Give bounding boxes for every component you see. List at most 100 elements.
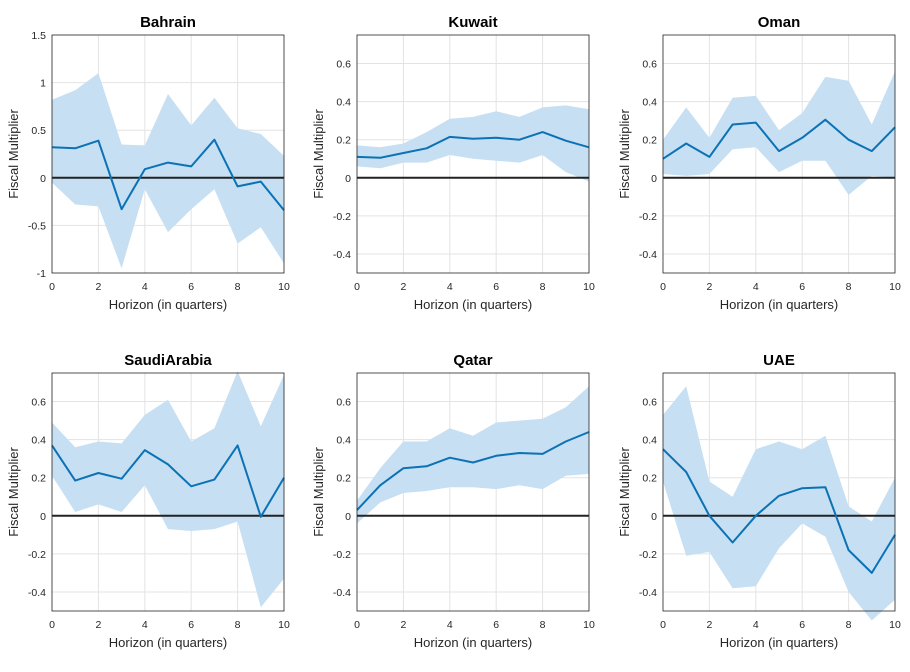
y-tick-label: 0 <box>40 173 46 185</box>
x-tick-label: 0 <box>354 281 360 293</box>
chart-title: Qatar <box>453 352 492 369</box>
panel-kuwait: 0 2 4 6 8 10 -0.4 -0.2 0 0.2 0.4 0.6 Kuwait Horizon (… <box>311 14 595 312</box>
x-tick-label: 4 <box>142 619 148 631</box>
x-tick-label: 8 <box>235 619 241 631</box>
x-tick-label: 10 <box>889 619 901 631</box>
x-axis-label: Horizon (in quarters) <box>414 297 533 312</box>
confidence-band <box>52 371 284 608</box>
y-tick-label: -0.2 <box>333 211 351 223</box>
y-tick-label: 0.2 <box>336 135 351 147</box>
x-tick-label: 10 <box>278 281 290 293</box>
y-tick-label: 0.6 <box>31 397 46 409</box>
x-tick-label: 4 <box>753 281 759 293</box>
y-tick-label: 0 <box>651 173 657 185</box>
y-axis-label: Fiscal Multiplier <box>6 447 21 537</box>
x-axis-label: Horizon (in quarters) <box>720 297 839 312</box>
x-tick-label: 8 <box>540 619 546 631</box>
series-line <box>51 444 285 518</box>
y-tick-label: -1 <box>37 268 46 280</box>
y-tick-label: 0.5 <box>31 125 46 137</box>
x-tick-label: 6 <box>188 619 194 631</box>
y-axis-label: Fiscal Multiplier <box>311 447 326 537</box>
x-tick-label: 2 <box>706 281 712 293</box>
y-axis-label: Fiscal Multiplier <box>311 109 326 199</box>
y-tick-label: 0.2 <box>642 473 657 485</box>
y-tick-label: 0.2 <box>336 473 351 485</box>
y-tick-label: -0.2 <box>639 549 657 561</box>
x-tick-label: 6 <box>799 281 805 293</box>
chart-title: SaudiArabia <box>124 352 212 369</box>
y-tick-label: -0.4 <box>333 587 351 599</box>
y-tick-label: -0.4 <box>639 587 657 599</box>
series-line <box>356 131 590 159</box>
x-axis-label: Horizon (in quarters) <box>109 297 228 312</box>
confidence-band <box>663 386 895 621</box>
y-tick-label: 0.6 <box>642 397 657 409</box>
x-tick-label: 6 <box>493 281 499 293</box>
series-line <box>356 431 590 511</box>
x-axis-label: Horizon (in quarters) <box>109 635 228 650</box>
y-tick-label: 0.2 <box>642 135 657 147</box>
y-tick-label: 0.4 <box>336 97 351 109</box>
y-axis-label: Fiscal Multiplier <box>6 109 21 199</box>
x-tick-label: 2 <box>400 281 406 293</box>
y-tick-label: 0.6 <box>336 397 351 409</box>
panel-qatar: 0 2 4 6 8 10 -0.4 -0.2 0 0.2 0.4 0.6 Qatar Horizon (i… <box>311 352 595 650</box>
x-tick-label: 6 <box>188 281 194 293</box>
chart-title: Oman <box>758 14 801 31</box>
panel-uae: 0 2 4 6 8 10 -0.4 -0.2 0 0.2 0.4 0.6 UAE Horizon (in … <box>617 352 901 650</box>
x-tick-label: 4 <box>142 281 148 293</box>
x-tick-label: 2 <box>95 281 101 293</box>
y-tick-label: 0.4 <box>336 435 351 447</box>
x-tick-label: 8 <box>846 619 852 631</box>
series-line <box>51 138 285 211</box>
x-tick-label: 2 <box>400 619 406 631</box>
x-axis-label: Horizon (in quarters) <box>414 635 533 650</box>
x-tick-label: 8 <box>235 281 241 293</box>
y-tick-label: 0.6 <box>336 59 351 71</box>
y-tick-label: -0.2 <box>639 211 657 223</box>
panel-bahrain: 0 2 4 6 8 10 -1 -0.5 0 0.5 1 1.5 Bahrain Horizon (in … <box>6 14 290 312</box>
x-tick-label: 0 <box>49 619 55 631</box>
y-tick-label: 0 <box>345 511 351 523</box>
y-tick-label: -0.2 <box>333 549 351 561</box>
x-tick-label: 10 <box>278 619 290 631</box>
x-tick-label: 0 <box>660 619 666 631</box>
y-tick-label: 0 <box>40 511 46 523</box>
x-tick-label: 0 <box>660 281 666 293</box>
y-tick-label: 0.4 <box>31 435 46 447</box>
axes-frame <box>662 34 896 274</box>
x-tick-label: 0 <box>49 281 55 293</box>
x-tick-label: 4 <box>447 619 453 631</box>
x-tick-label: 10 <box>583 281 595 293</box>
confidence-band <box>357 386 589 524</box>
axes-frame <box>51 372 285 612</box>
y-tick-label: 0 <box>345 173 351 185</box>
y-tick-label: 0.2 <box>31 473 46 485</box>
axes-frame <box>51 34 285 274</box>
series-line <box>662 448 896 574</box>
y-tick-label: 1.5 <box>31 30 46 42</box>
y-tick-label: 1 <box>40 78 46 90</box>
confidence-band <box>663 71 895 195</box>
x-axis-label: Horizon (in quarters) <box>720 635 839 650</box>
x-tick-label: 2 <box>95 619 101 631</box>
y-tick-label: 0.4 <box>642 435 657 447</box>
y-axis-label: Fiscal Multiplier <box>617 109 632 199</box>
x-tick-label: 6 <box>493 619 499 631</box>
x-tick-label: 2 <box>706 619 712 631</box>
y-tick-label: -0.4 <box>333 249 351 261</box>
axes-frame <box>662 372 896 612</box>
y-tick-label: -0.4 <box>28 587 46 599</box>
y-tick-label: -0.2 <box>28 549 46 561</box>
confidence-band <box>357 105 589 182</box>
y-tick-label: 0 <box>651 511 657 523</box>
x-tick-label: 8 <box>846 281 852 293</box>
x-tick-label: 10 <box>583 619 595 631</box>
y-axis-label: Fiscal Multiplier <box>617 447 632 537</box>
y-tick-label: 0.6 <box>642 59 657 71</box>
y-tick-label: -0.5 <box>28 220 46 232</box>
x-tick-label: 4 <box>447 281 453 293</box>
x-tick-label: 6 <box>799 619 805 631</box>
